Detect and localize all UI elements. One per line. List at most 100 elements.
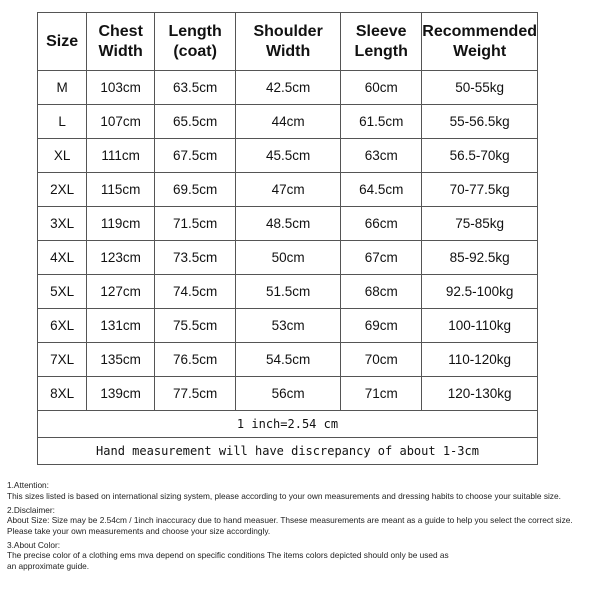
table-cell: 111cm [86,138,156,173]
header-line: Length [168,22,222,40]
header-line: Sleeve [355,22,407,40]
column-header: Size [36,12,88,71]
table-cell: 103cm [86,70,156,105]
table-cell: 65.5cm [154,104,237,139]
table-cell: 115cm [86,172,156,207]
table-cell: 60cm [340,70,423,105]
table-cell: 61.5cm [340,104,423,139]
table-cell: 63cm [340,138,423,173]
table-cell: 67.5cm [154,138,237,173]
table-cell: 50-55kg [421,70,538,105]
table-cell: 56cm [235,376,342,411]
table-row: 5XL 127cm 74.5cm 51.5cm 68cm 92.5-100kg [36,274,538,309]
table-cell: 54.5cm [235,342,342,377]
table-cell: 110-120kg [421,342,538,377]
table-cell: 131cm [86,308,156,343]
table-cell: 74.5cm [154,274,237,309]
note-line: The precise color of a clothing ems mva … [7,550,449,560]
table-cell: 75-85kg [421,206,538,241]
header-line: Chest [98,22,143,40]
table-cell: XL [36,138,88,173]
table-cell: 55-56.5kg [421,104,538,139]
table-cell: L [36,104,88,139]
header-line: Width [98,42,143,60]
discrepancy-note-row: Hand measurement will have discrepancy o… [37,437,538,465]
table-cell: 69cm [340,308,423,343]
table-cell: 76.5cm [154,342,237,377]
table-row: M 103cm 63.5cm 42.5cm 60cm 50-55kg [36,70,538,105]
table-row: 2XL 115cm 69.5cm 47cm 64.5cm 70-77.5kg [36,172,538,207]
table-cell: 70cm [340,342,423,377]
header-line: Length [354,42,408,60]
table-cell: 77.5cm [154,376,237,411]
table-cell: 53cm [235,308,342,343]
table-cell: 120-130kg [421,376,538,411]
table-row: XL 111cm 67.5cm 45.5cm 63cm 56.5-70kg [36,138,538,173]
table-cell: 127cm [86,274,156,309]
table-cell: 107cm [86,104,156,139]
table-cell: 3XL [36,206,88,241]
inch-note-row: 1 inch=2.54 cm [37,410,538,438]
note-line: Please take your own measurements and ch… [7,525,271,536]
header-line: Width [266,42,311,60]
note-block: 3.About Color: The precise color of a clo… [7,540,573,572]
column-header: Shoulder Width [235,12,342,71]
table-cell: M [36,70,88,105]
table-cell: 64.5cm [340,172,423,207]
note-line: This sizes listed is based on internatio… [7,490,561,501]
note-block: 1.Attention: This sizes listed is based o… [7,480,573,501]
header-line: Recommended [422,22,537,40]
note-block: 2.Disclaimer: About Size: Size may be 2.5… [7,505,573,537]
note-line: an approximate guide. [7,560,90,571]
column-header: Length (coat) [154,12,237,71]
header-line: Size [46,32,79,50]
table-cell: 66cm [340,206,423,241]
table-cell: 71cm [340,376,423,411]
column-header: Sleeve Length [340,12,423,71]
table-cell: 119cm [86,206,156,241]
table-cell: 5XL [36,274,88,309]
table-cell: 8XL [36,376,88,411]
header-line: Shoulder [253,22,323,40]
table-cell: 51.5cm [235,274,342,309]
table-cell: 2XL [36,172,88,207]
table-cell: 42.5cm [235,70,342,105]
table-cell: 50cm [235,240,342,275]
table-cell: 45.5cm [235,138,342,173]
table-row: 3XL 119cm 71.5cm 48.5cm 66cm 75-85kg [36,206,538,241]
note-title: 2.Disclaimer: [7,504,55,515]
table-cell: 100-110kg [421,308,538,343]
table-cell: 68cm [340,274,423,309]
table-cell: 73.5cm [154,240,237,275]
table-cell: 135cm [86,342,156,377]
table-cell: 139cm [86,376,156,411]
table-cell: 71.5cm [154,206,237,241]
table-row: 6XL 131cm 75.5cm 53cm 69cm 100-110kg [36,308,538,343]
table-row: 7XL 135cm 76.5cm 54.5cm 70cm 110-120kg [36,342,538,377]
table-row: 4XL 123cm 73.5cm 50cm 67cm 85-92.5kg [36,240,538,275]
table-cell: 69.5cm [154,172,237,207]
table-cell: 63.5cm [154,70,237,105]
discrepancy-note: Hand measurement will have discrepancy o… [37,437,538,465]
size-chart-table: Size Chest Width Length (coat) Shoulder Width S… [36,12,538,465]
column-header: Chest Width [86,12,156,71]
table-cell: 85-92.5kg [421,240,538,275]
table-cell: 75.5cm [154,308,237,343]
table-cell: 67cm [340,240,423,275]
header-line: Weight [453,42,507,60]
table-cell: 92.5-100kg [421,274,538,309]
table-cell: 70-77.5kg [421,172,538,207]
notes-section: 1.Attention: This sizes listed is based o… [7,480,573,575]
table-cell: 7XL [36,342,88,377]
table-row: 8XL 139cm 77.5cm 56cm 71cm 120-130kg [36,376,538,411]
note-title: 1.Attention: [7,480,49,490]
table-cell: 48.5cm [235,206,342,241]
table-cell: 4XL [36,240,88,275]
table-row: L 107cm 65.5cm 44cm 61.5cm 55-56.5kg [36,104,538,139]
column-header: Recommended Weight [421,12,538,71]
table-cell: 56.5-70kg [421,138,538,173]
table-cell: 123cm [86,240,156,275]
note-title: 3.About Color: [7,539,61,550]
header-line: (coat) [173,42,217,60]
header-row: Size Chest Width Length (coat) Shoulder Width S… [36,12,538,71]
